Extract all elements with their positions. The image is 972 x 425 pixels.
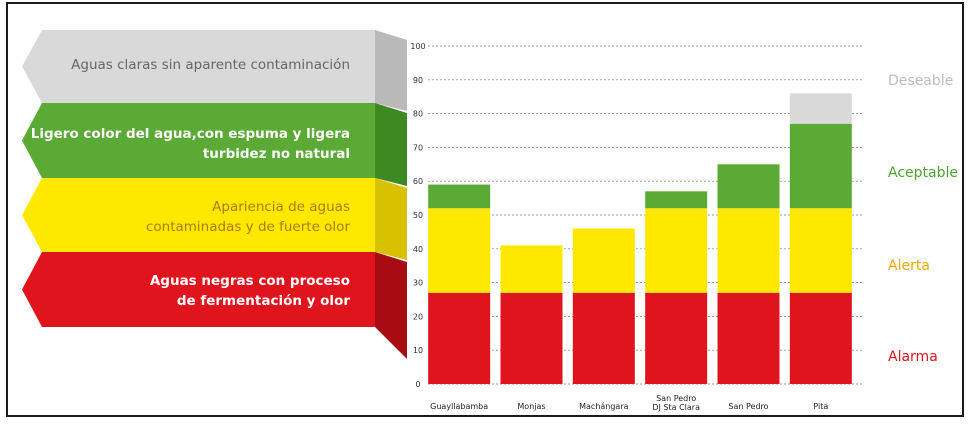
band-ribbon-light-color	[22, 103, 375, 178]
x-tick-label-5: San Pedro	[728, 402, 768, 411]
y-tick-90: 90	[413, 76, 423, 85]
y-tick-30: 30	[413, 279, 423, 288]
y-tick-80: 80	[413, 110, 423, 119]
bar-4-alarma	[645, 292, 708, 384]
y-tick-0: 0	[415, 380, 420, 389]
band-fold-light-color	[375, 103, 407, 186]
band-label-sewage: Aguas negras con proceso de fermentación…	[149, 273, 350, 309]
band-label-light-color: Ligero color del agua,con espuma y liger…	[30, 126, 350, 162]
band-label-clear: Aguas claras sin aparente contaminación	[71, 57, 350, 73]
band-ribbon-clear	[22, 30, 375, 103]
bar-6-alerta	[789, 208, 852, 293]
bar-5-aceptable	[717, 164, 780, 209]
bar-1-alarma	[428, 292, 491, 384]
bar-3-alerta	[572, 228, 635, 293]
bar-6-aceptable	[789, 123, 852, 209]
level-label-aceptable: Aceptable	[888, 165, 958, 181]
y-tick-10: 10	[413, 346, 423, 355]
x-tick-label-2: Monjas	[517, 402, 545, 411]
y-tick-20: 20	[413, 312, 423, 321]
bar-6-alarma	[789, 292, 852, 384]
band-label-contaminated: Apariencia de aguas contaminadas y de fu…	[145, 199, 350, 235]
bar-1-alerta	[428, 208, 491, 293]
bar-3-alarma	[572, 292, 635, 384]
y-tick-50: 50	[413, 211, 423, 220]
y-tick-40: 40	[413, 245, 423, 254]
y-tick-60: 60	[413, 177, 423, 186]
band-ribbon-contaminated	[22, 178, 375, 252]
bar-2-alarma	[500, 292, 563, 384]
bar-4-alerta	[645, 208, 708, 293]
bar-2-alerta	[500, 245, 563, 293]
bar-1-aceptable	[428, 184, 491, 209]
bar-5-alerta	[717, 208, 780, 293]
x-tick-label-1: Guayllabamba	[430, 402, 488, 411]
level-label-deseable: Deseable	[888, 73, 954, 89]
band-fold-contaminated	[375, 178, 407, 260]
level-label-alerta: Alerta	[888, 258, 930, 274]
x-tick-label-6: Pita	[813, 402, 828, 411]
bar-5-alarma	[717, 292, 780, 384]
level-label-alarma: Alarma	[888, 349, 938, 365]
x-tick-label-3: Machángara	[579, 402, 629, 411]
bar-4-aceptable	[645, 191, 708, 209]
y-tick-70: 70	[413, 143, 423, 152]
band-fold-clear	[375, 30, 407, 111]
band-fold-sewage	[375, 252, 407, 359]
bar-6-deseable	[789, 93, 852, 124]
y-tick-100: 100	[410, 42, 425, 51]
x-tick-label-4: San Pedro DJ Sta Clara	[652, 394, 700, 412]
band-ribbon-sewage	[22, 252, 375, 327]
